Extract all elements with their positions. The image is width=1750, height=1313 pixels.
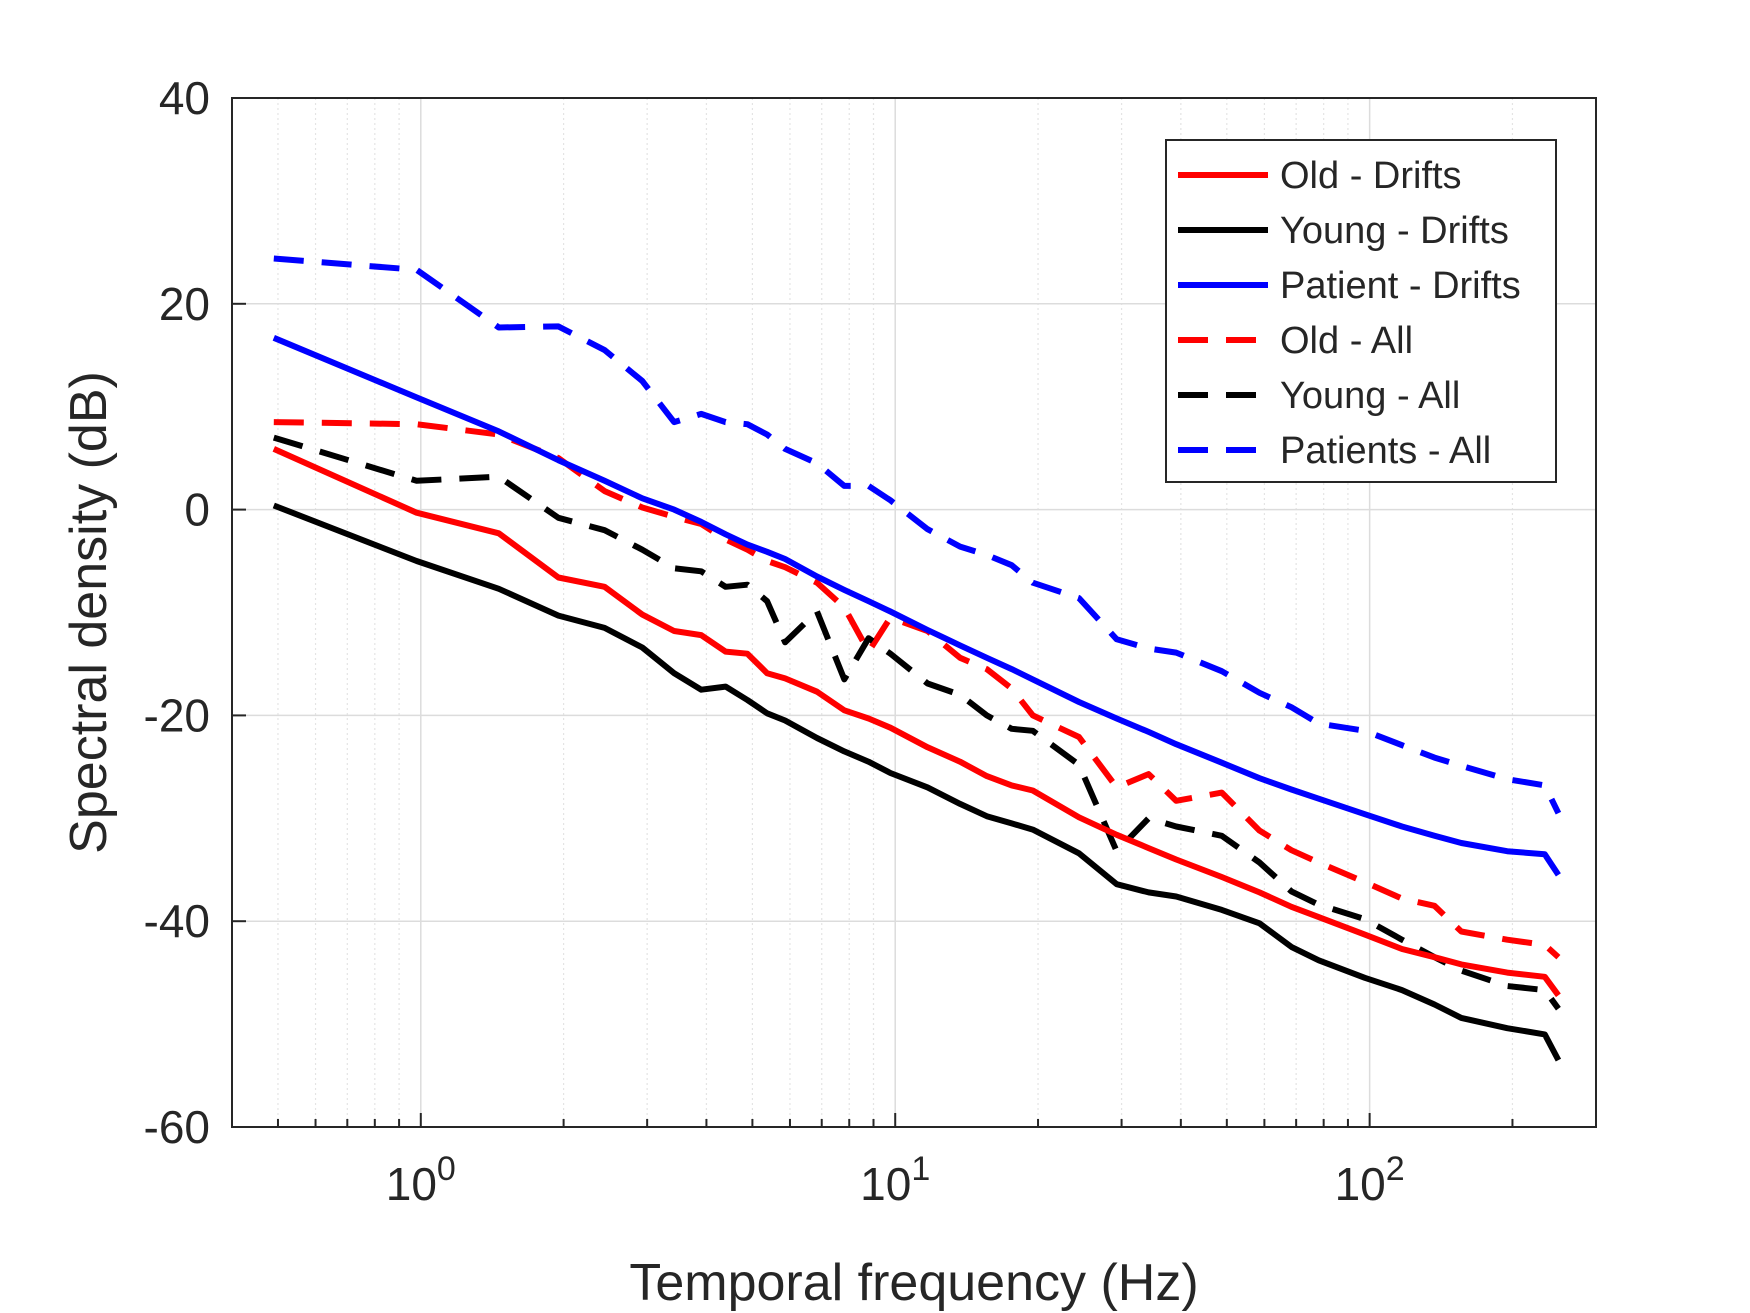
x-axis-title: Temporal frequency (Hz) <box>629 1254 1198 1312</box>
legend-box <box>1165 139 1557 483</box>
series-line-young-all <box>272 434 1561 1011</box>
x-axis: 100 101 102 <box>231 1113 1597 1210</box>
x-tick-label: 101 <box>860 1150 930 1210</box>
x-tick-base: 10 <box>386 1158 437 1210</box>
y-tick-label: 40 <box>159 72 210 124</box>
legend-label: Young - Drifts <box>1280 210 1509 252</box>
x-tick-base: 10 <box>1335 1158 1386 1210</box>
y-axis: 40 20 0 -20 -40 -60 <box>144 72 246 1153</box>
x-tick-label: 100 <box>386 1150 456 1210</box>
y-tick-label: -20 <box>144 689 210 741</box>
x-tick-base: 10 <box>860 1158 911 1210</box>
y-tick-label: 0 <box>184 484 210 536</box>
y-axis-title: Spectral density (dB) <box>60 371 118 854</box>
x-tick-exponent: 2 <box>1386 1150 1405 1188</box>
y-tick-label: 20 <box>159 278 210 330</box>
legend: Old - Drifts Young - Drifts Patient - Drif… <box>1165 139 1557 483</box>
series-line-young-drifts <box>272 502 1562 1062</box>
series-lines <box>272 255 1562 1062</box>
series-line-old-drifts <box>272 446 1561 998</box>
plot-frame <box>231 97 1597 1128</box>
legend-label: Patient - Drifts <box>1280 265 1521 307</box>
x-tick-exponent: 0 <box>437 1150 456 1188</box>
series-line-patient-drifts <box>272 335 1561 877</box>
series-line-old-all <box>273 419 1561 960</box>
y-tick-label: -40 <box>144 895 210 947</box>
y-tick-label: -60 <box>144 1101 210 1153</box>
legend-label: Old - All <box>1280 320 1413 362</box>
x-tick-exponent: 1 <box>911 1150 930 1188</box>
legend-label: Patients - All <box>1280 430 1491 472</box>
legend-label: Young - All <box>1280 375 1460 417</box>
legend-label: Old - Drifts <box>1280 155 1462 197</box>
series-line-patients-all <box>273 255 1562 815</box>
x-tick-label: 102 <box>1335 1150 1405 1210</box>
